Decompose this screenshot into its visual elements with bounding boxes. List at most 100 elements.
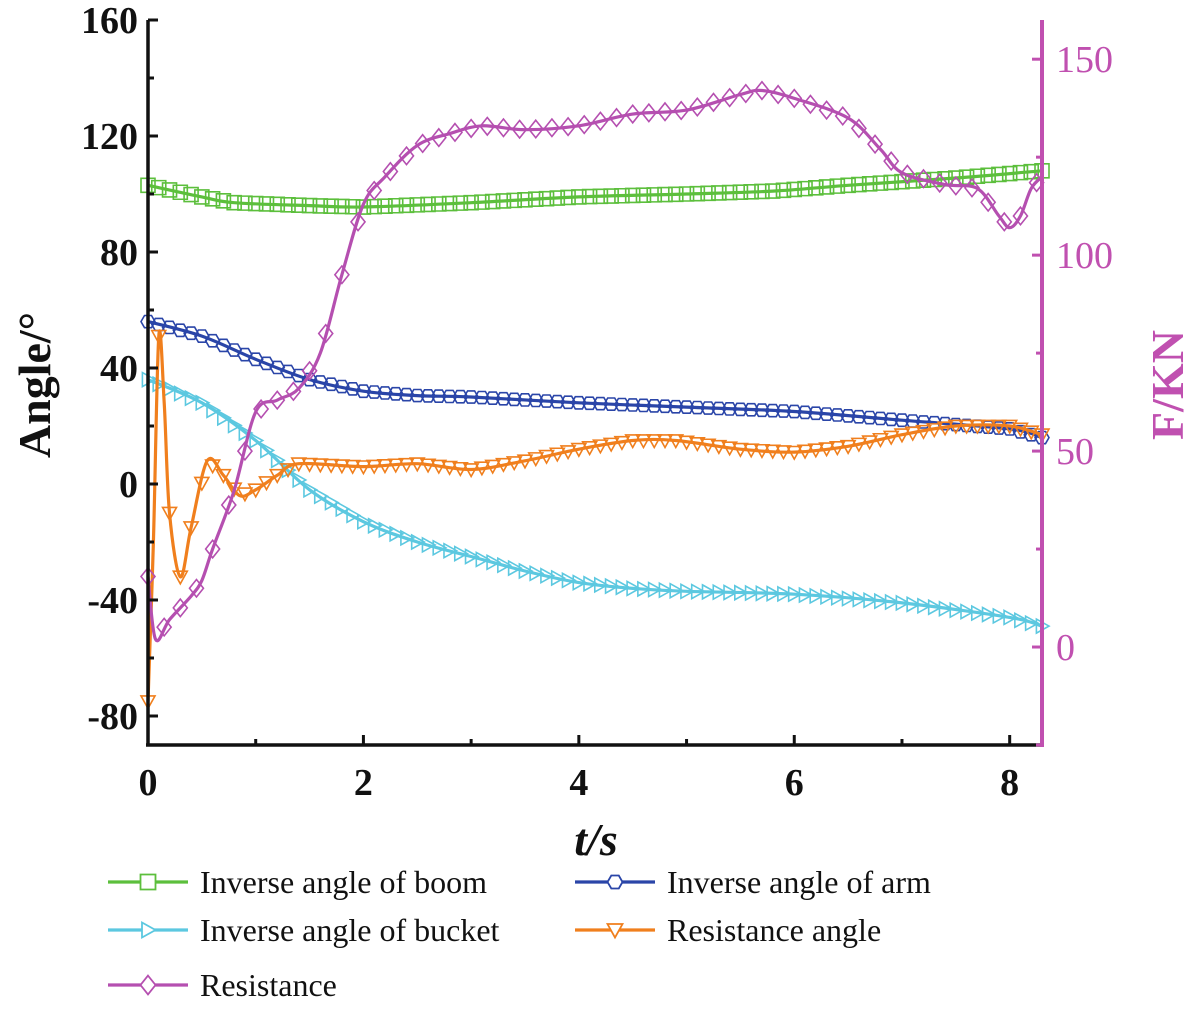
series-2-marker [550, 569, 566, 587]
series-4-marker [753, 80, 770, 101]
y-tick-label-left: -80 [87, 696, 138, 738]
series-2-marker [680, 582, 696, 600]
series-4-marker [576, 114, 593, 135]
series-1-marker [700, 401, 717, 415]
series-4-marker [770, 84, 787, 105]
series-2-marker [1014, 611, 1030, 629]
series-0-marker [958, 169, 975, 185]
series-1-marker [646, 399, 663, 413]
series-4-marker [188, 578, 205, 599]
series-4-marker [236, 441, 253, 462]
series-3-marker [311, 458, 329, 474]
series-2-marker [712, 583, 728, 601]
series-0-marker [818, 179, 835, 195]
series-4-marker [963, 177, 981, 198]
series-3-marker [215, 468, 232, 484]
series-2-marker [486, 553, 502, 571]
series-3-marker [301, 457, 318, 473]
series-2-marker [561, 571, 577, 589]
axes-layer: 160 120 80 40 0 -40 -80 150 100 50 0 0 2 4 6 8 [81, 0, 1113, 804]
series-0-marker [764, 183, 781, 199]
series-3-marker [182, 521, 200, 537]
series-1 [140, 314, 1050, 445]
series-1-marker [226, 343, 243, 357]
series-1-marker [581, 396, 598, 411]
series-2-marker [443, 542, 459, 560]
series-4-marker [931, 173, 948, 194]
series-1-marker [635, 398, 652, 413]
series-3-marker [936, 421, 954, 437]
series-1-marker [517, 393, 533, 407]
series-2-marker [884, 593, 900, 611]
y-tick-label-left: -40 [87, 580, 138, 622]
series-3-marker [408, 457, 426, 473]
series-1-marker [807, 406, 824, 421]
legend-label: Resistance [200, 967, 337, 1003]
series-3-marker [656, 434, 674, 450]
series-2-marker [830, 589, 846, 607]
legend-swatch-marker [605, 923, 625, 940]
series-1-marker [301, 372, 318, 387]
series-line-2 [147, 378, 1043, 628]
series-3-marker [495, 457, 512, 473]
series-3-marker [1012, 422, 1029, 438]
y-tick-label-left: 160 [81, 0, 138, 42]
series-3-marker [818, 442, 835, 458]
series-1-marker [678, 400, 695, 414]
series-3-marker [505, 456, 523, 472]
series-4-marker [269, 390, 286, 411]
series-3-marker [258, 476, 275, 492]
legend-item: Resistance angle [575, 912, 881, 948]
series-4-marker [915, 168, 932, 189]
series-3-marker [559, 445, 577, 461]
series-1-marker [894, 413, 910, 428]
series-2-marker [970, 604, 987, 622]
series-2-marker [475, 551, 491, 568]
series-1-marker [323, 377, 340, 392]
series-0-marker [204, 191, 221, 207]
x-tick-label: 0 [139, 762, 158, 804]
series-3-marker [732, 442, 749, 458]
series-4-marker [867, 134, 884, 155]
series-1-marker [872, 411, 889, 426]
series-3-marker [592, 439, 609, 455]
series-2-marker [497, 556, 513, 574]
series-1-marker [258, 356, 275, 371]
series-3-marker [452, 461, 469, 477]
series-1-marker [657, 399, 673, 414]
series-3-marker [376, 459, 394, 475]
series-3-marker [893, 428, 911, 444]
series-0-marker [991, 166, 1007, 183]
series-4-marker [366, 180, 383, 201]
series-3-marker [171, 570, 189, 586]
series-3-marker [1001, 419, 1019, 435]
series-2-marker [346, 506, 362, 524]
series-2-marker [690, 583, 706, 600]
series-1-marker [947, 417, 964, 432]
series-1-marker [420, 389, 436, 403]
series-3-marker [462, 463, 480, 479]
x-tick-label: 8 [1000, 762, 1019, 804]
series-0-marker [194, 189, 210, 205]
series-3-marker [441, 460, 458, 476]
series-4-marker [479, 116, 496, 137]
series-4-marker [463, 118, 480, 139]
series-2-marker [647, 581, 663, 598]
legend-label: Inverse angle of boom [200, 864, 487, 900]
series-3-marker [290, 457, 308, 473]
series-4-marker [980, 192, 997, 213]
series-3-marker [645, 434, 663, 450]
series-4-marker [511, 119, 528, 140]
series-2-marker [798, 586, 814, 604]
series-0-marker [1001, 165, 1018, 182]
series-1-marker [732, 402, 749, 417]
series-3-marker [516, 454, 534, 470]
series-2-marker [917, 597, 933, 615]
series-0-marker [183, 186, 199, 203]
y-axis-label-right: F/KN [1142, 330, 1193, 440]
legend-item: Inverse angle of boom [108, 864, 487, 900]
series-3-marker [958, 419, 975, 435]
series-3-marker [721, 441, 738, 457]
series-2-marker [938, 600, 954, 618]
series-2-marker [669, 582, 685, 600]
